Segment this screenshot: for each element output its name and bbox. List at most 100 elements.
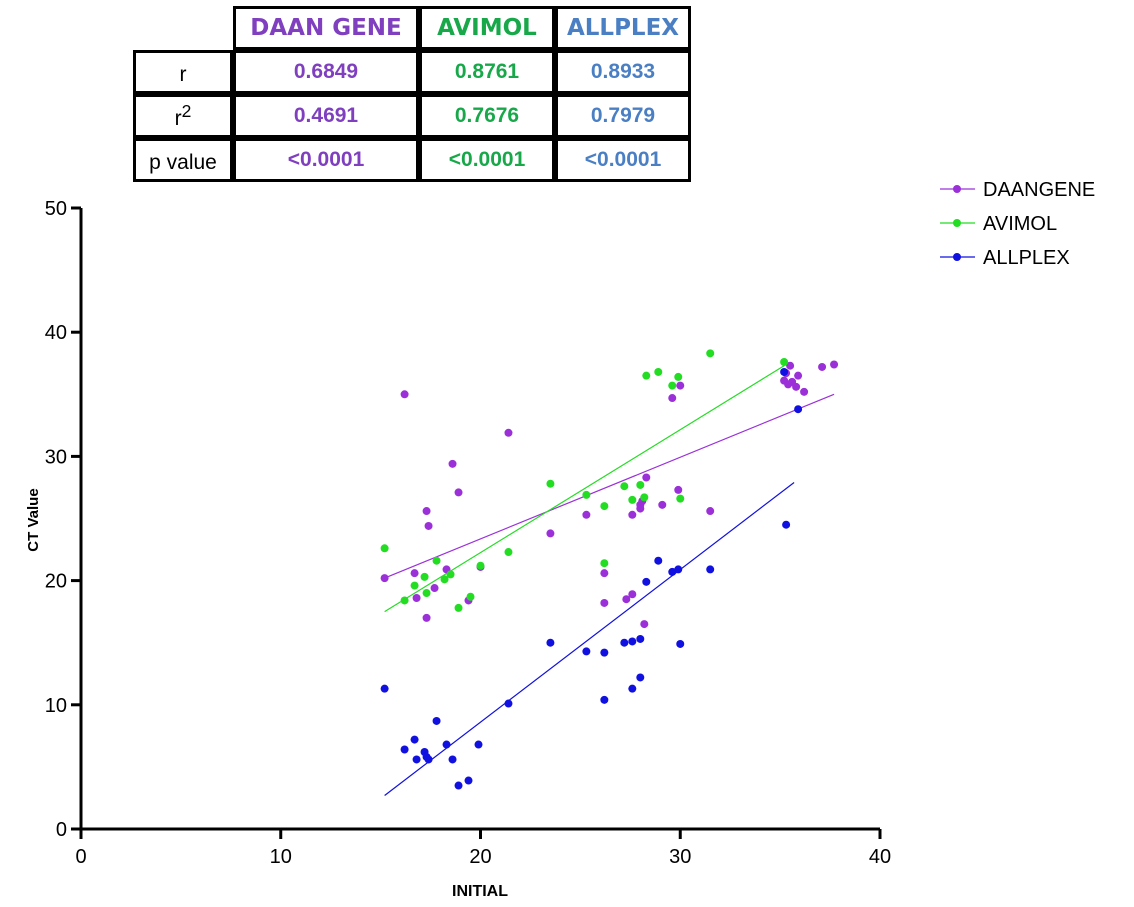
- row-label-r: r: [133, 50, 233, 94]
- y-axis-label: CT Value: [25, 488, 42, 551]
- row-label-p-value: p value: [133, 138, 233, 182]
- data-point-daangene: [628, 590, 637, 599]
- data-point-allplex: [380, 684, 389, 693]
- data-point-allplex: [546, 638, 555, 647]
- table-header-row: DAAN GENE AVIMOL ALLPLEX: [133, 6, 691, 50]
- data-point-allplex: [794, 405, 803, 414]
- data-point-allplex: [636, 634, 645, 643]
- data-point-daangene: [676, 381, 685, 390]
- data-point-avimol: [446, 570, 455, 579]
- data-point-daangene: [830, 360, 839, 369]
- data-point-allplex: [432, 716, 441, 725]
- data-point-allplex: [780, 367, 789, 376]
- data-point-allplex: [600, 695, 609, 704]
- data-point-allplex: [424, 755, 433, 764]
- data-point-allplex: [674, 565, 683, 574]
- data-point-avimol: [546, 479, 555, 488]
- data-point-daangene: [412, 593, 421, 602]
- data-point-allplex: [600, 648, 609, 657]
- data-point-avimol: [440, 575, 449, 584]
- legend-label-allplex: ALLPLEX: [983, 247, 1070, 269]
- data-point-daangene: [818, 362, 827, 371]
- y-tick-label: 20: [45, 571, 67, 593]
- data-point-avimol: [676, 494, 685, 503]
- cell-allplex-r: 0.8933: [555, 50, 691, 94]
- data-point-daangene: [422, 507, 431, 516]
- cell-avimol-r: 0.8761: [419, 50, 555, 94]
- data-point-avimol: [628, 495, 637, 504]
- header-daan-gene: DAAN GENE: [233, 6, 419, 50]
- x-tick-label: 0: [75, 846, 86, 868]
- y-tick-label: 40: [45, 322, 67, 344]
- legend-marker-allplex: [953, 253, 961, 261]
- cell-daan-r: 0.6849: [233, 50, 419, 94]
- data-point-daangene: [430, 584, 439, 593]
- legend: DAANGENE AVIMOL ALLPLEX: [940, 179, 1095, 269]
- data-point-avimol: [600, 559, 609, 568]
- data-point-allplex: [454, 781, 463, 790]
- x-tick-label: 30: [669, 846, 691, 868]
- data-point-avimol: [668, 381, 677, 390]
- data-point-avimol: [620, 482, 629, 491]
- legend-marker-avimol: [953, 219, 961, 227]
- data-point-avimol: [410, 581, 419, 590]
- cell-allplex-p: <0.0001: [555, 138, 691, 182]
- data-point-daangene: [600, 569, 609, 578]
- data-point-allplex: [628, 684, 637, 693]
- cell-daan-p: <0.0001: [233, 138, 419, 182]
- data-point-allplex: [636, 673, 645, 682]
- data-point-daangene: [400, 390, 409, 399]
- data-point-allplex: [442, 740, 451, 749]
- y-tick-label: 50: [45, 198, 67, 220]
- data-point-daangene: [636, 504, 645, 513]
- data-point-avimol: [420, 572, 429, 581]
- cell-avimol-r2: 0.7676: [419, 94, 555, 138]
- y-tick-label: 10: [45, 695, 67, 717]
- data-point-daangene: [504, 428, 513, 437]
- data-point-avimol: [706, 349, 715, 358]
- data-point-allplex: [464, 776, 473, 785]
- data-point-daangene: [582, 510, 591, 519]
- data-point-avimol: [780, 358, 789, 367]
- data-point-avimol: [466, 592, 475, 601]
- fit-line-avimol: [384, 365, 785, 613]
- data-point-allplex: [668, 567, 677, 576]
- data-point-allplex: [504, 699, 513, 708]
- data-point-allplex: [474, 740, 483, 749]
- fit-line-allplex: [384, 482, 795, 796]
- axes: 0 10 20 30 40 0 10 20 30 40 50: [45, 198, 891, 868]
- data-point-avimol: [380, 544, 389, 553]
- data-point-daangene: [546, 529, 555, 538]
- data-point-allplex: [628, 637, 637, 646]
- data-point-avimol: [432, 556, 441, 565]
- legend-label-daangene: DAANGENE: [983, 179, 1095, 201]
- data-point-daangene: [786, 361, 795, 370]
- data-point-avimol: [400, 596, 409, 605]
- data-point-avimol: [654, 367, 663, 376]
- data-point-daangene: [410, 569, 419, 578]
- data-point-allplex: [642, 577, 651, 586]
- data-point-avimol: [422, 589, 431, 598]
- x-tick-label: 10: [270, 846, 292, 868]
- statistics-table: DAAN GENE AVIMOL ALLPLEX r 0.6849 0.8761…: [133, 6, 691, 182]
- data-point-avimol: [504, 548, 513, 557]
- row-label-r2: r2: [133, 94, 233, 138]
- data-point-daangene: [628, 510, 637, 519]
- fit-line-daangene: [384, 393, 835, 579]
- data-point-daangene: [642, 473, 651, 482]
- data-point-avimol: [600, 502, 609, 511]
- data-point-daangene: [674, 485, 683, 494]
- legend-marker-daangene: [953, 185, 961, 193]
- cell-avimol-p: <0.0001: [419, 138, 555, 182]
- y-tick-label: 30: [45, 446, 67, 468]
- table-row-r2: r2 0.4691 0.7676 0.7979: [133, 94, 691, 138]
- data-point-daangene: [454, 488, 463, 497]
- data-point-daangene: [424, 521, 433, 530]
- data-point-avimol: [582, 490, 591, 499]
- table-row-r: r 0.6849 0.8761 0.8933: [133, 50, 691, 94]
- x-axis-label: INITIAL: [452, 883, 508, 900]
- data-point-avimol: [476, 561, 485, 570]
- data-point-daangene: [668, 394, 677, 403]
- data-point-allplex: [654, 556, 663, 565]
